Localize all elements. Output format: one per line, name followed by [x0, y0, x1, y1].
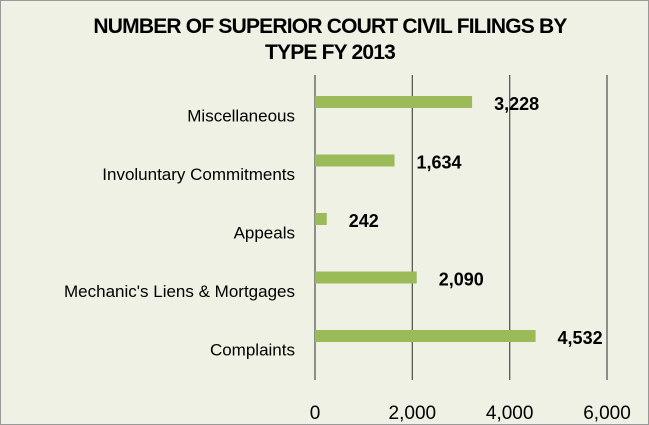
value-label: 4,532 [558, 328, 603, 348]
category-label: Involuntary Commitments [102, 165, 295, 184]
x-tick-label: 0 [310, 403, 321, 424]
category-label: Appeals [234, 223, 295, 242]
x-tick-label: 6,000 [583, 403, 631, 424]
category-label: Mechanic's Liens & Mortgages [64, 282, 295, 301]
x-tick-label: 4,000 [486, 403, 534, 424]
category-label: Miscellaneous [187, 106, 295, 125]
value-label: 3,228 [494, 94, 539, 114]
bar [315, 213, 327, 225]
bar [315, 154, 395, 167]
value-label: 2,090 [439, 269, 484, 289]
chart-title: NUMBER OF SUPERIOR COURT CIVIL FILINGS B… [93, 15, 567, 64]
category-label: Complaints [210, 340, 295, 359]
bar [315, 271, 417, 284]
bar [315, 330, 536, 342]
value-label: 242 [349, 211, 379, 231]
value-label: 1,634 [417, 152, 462, 172]
bar [315, 96, 473, 108]
x-tick-label: 2,000 [389, 403, 437, 424]
